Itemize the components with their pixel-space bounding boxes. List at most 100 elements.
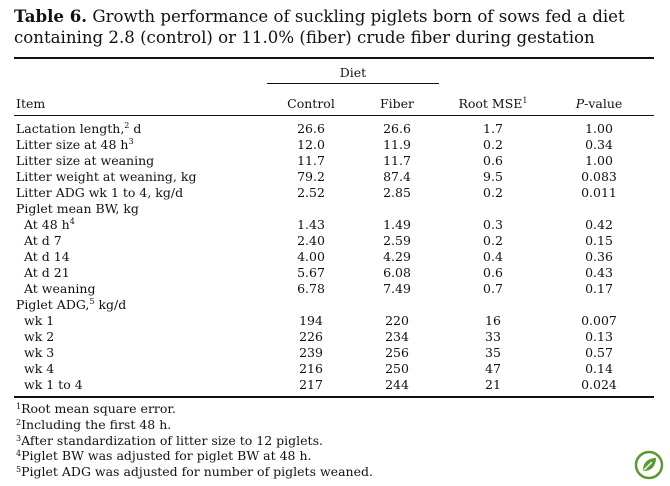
cell-pvalue: 0.17 bbox=[585, 281, 613, 296]
row-label-text: Piglet ADG, bbox=[16, 297, 90, 312]
footnote-marker: 1 bbox=[16, 402, 22, 411]
header-p-italic: P bbox=[575, 96, 585, 111]
row-label-text: Litter size at weaning bbox=[16, 153, 155, 168]
table-row: Lactation length,2 d 26.6 26.6 1.7 1.00 bbox=[0, 121, 670, 137]
cell-control: 5.67 bbox=[297, 265, 325, 280]
row-label: Litter size at 48 h3 bbox=[16, 137, 134, 153]
cell-rmse: 0.2 bbox=[483, 185, 503, 200]
cell-fiber: 87.4 bbox=[383, 169, 411, 184]
footnote-marker: 3 bbox=[16, 433, 22, 443]
cell-control: 11.7 bbox=[297, 153, 325, 168]
table-row: At 48 h4 1.43 1.49 0.3 0.42 bbox=[0, 217, 670, 233]
cell-pvalue: 0.43 bbox=[585, 265, 613, 280]
footnote: 1Root mean square error. bbox=[16, 401, 373, 417]
table-row: At d 7 2.40 2.59 0.2 0.15 bbox=[0, 233, 670, 249]
cell-control: 226 bbox=[299, 329, 323, 344]
bottom-rule bbox=[14, 396, 654, 398]
cell-fiber: 234 bbox=[385, 329, 409, 344]
table-row: wk 1 to 4 217 244 21 0.024 bbox=[0, 377, 670, 393]
table-row: wk 3 239 256 35 0.57 bbox=[0, 345, 670, 361]
header-p-rest: -value bbox=[584, 96, 623, 111]
header-rmse: Root MSE1 bbox=[448, 96, 538, 111]
table-footnotes: 1Root mean square error. 2Including the f… bbox=[16, 401, 373, 480]
row-label-text: Litter weight at weaning, kg bbox=[16, 169, 197, 184]
header-fiber: Fiber bbox=[379, 96, 415, 111]
table-row: Litter ADG wk 1 to 4, kg/d 2.52 2.85 0.2 0.0… bbox=[0, 185, 670, 201]
row-label-text: wk 3 bbox=[24, 345, 55, 360]
cell-pvalue: 0.011 bbox=[581, 185, 617, 200]
table-label: Table 6. bbox=[14, 6, 88, 26]
cell-pvalue: 0.42 bbox=[585, 217, 613, 232]
cell-control: 2.40 bbox=[297, 233, 325, 248]
table-row: At d 21 5.67 6.08 0.6 0.43 bbox=[0, 265, 670, 281]
cell-rmse: 0.3 bbox=[483, 217, 503, 232]
cell-control: 216 bbox=[299, 361, 323, 376]
cell-rmse: 0.6 bbox=[483, 265, 503, 280]
row-label-text: Lactation length, bbox=[16, 121, 125, 136]
row-label-text: wk 1 to 4 bbox=[24, 377, 83, 392]
row-label: At d 7 bbox=[24, 233, 62, 249]
row-label: Piglet mean BW, kg bbox=[16, 201, 139, 217]
cell-pvalue: 0.083 bbox=[581, 169, 617, 184]
table-row: At weaning 6.78 7.49 0.7 0.17 bbox=[0, 281, 670, 297]
table-caption: Table 6. Growth performance of suckling … bbox=[14, 6, 664, 48]
row-label: Piglet ADG,5 kg/d bbox=[16, 297, 126, 313]
cell-control: 6.78 bbox=[297, 281, 325, 296]
cell-rmse: 0.2 bbox=[483, 137, 503, 152]
table-row: Litter weight at weaning, kg 79.2 87.4 9.5 0… bbox=[0, 169, 670, 185]
row-label: At weaning bbox=[24, 281, 95, 297]
cell-fiber: 11.7 bbox=[383, 153, 411, 168]
cell-pvalue: 1.00 bbox=[585, 153, 613, 168]
cell-pvalue: 0.14 bbox=[585, 361, 613, 376]
cell-control: 79.2 bbox=[297, 169, 325, 184]
row-label-suffix: d bbox=[129, 121, 142, 136]
table-row: Litter size at weaning 11.7 11.7 0.6 1.00 bbox=[0, 153, 670, 169]
cell-rmse: 0.4 bbox=[483, 249, 503, 264]
diet-group-underline bbox=[267, 83, 439, 84]
cell-control: 26.6 bbox=[297, 121, 325, 136]
cell-control: 217 bbox=[299, 377, 323, 392]
header-rule bbox=[14, 115, 654, 116]
row-label: Litter size at weaning bbox=[16, 153, 154, 169]
row-label-suffix: kg/d bbox=[94, 297, 127, 312]
row-label: At d 21 bbox=[24, 265, 70, 281]
table-row: Litter size at 48 h3 12.0 11.9 0.2 0.34 bbox=[0, 137, 670, 153]
row-label: wk 1 to 4 bbox=[24, 377, 83, 393]
cell-rmse: 47 bbox=[485, 361, 501, 376]
row-label-text: At 48 h bbox=[24, 217, 70, 232]
row-label-sup: 3 bbox=[128, 136, 134, 146]
cell-fiber: 220 bbox=[385, 313, 409, 328]
cell-pvalue: 0.36 bbox=[585, 249, 613, 264]
footnote-text: Piglet ADG was adjusted for number of pi… bbox=[21, 464, 373, 480]
cell-pvalue: 0.024 bbox=[581, 377, 617, 392]
footnote-marker: 5 bbox=[16, 465, 22, 475]
row-label-sup: 4 bbox=[69, 216, 75, 226]
row-label: wk 1 bbox=[24, 313, 54, 329]
cell-fiber: 11.9 bbox=[383, 137, 411, 152]
cell-rmse: 0.2 bbox=[483, 233, 503, 248]
cell-fiber: 2.85 bbox=[383, 185, 411, 200]
table-row: At d 14 4.00 4.29 0.4 0.36 bbox=[0, 249, 670, 265]
row-label-text: At d 7 bbox=[24, 233, 62, 248]
table-row: Piglet ADG,5 kg/d bbox=[0, 297, 670, 313]
cell-fiber: 1.49 bbox=[383, 217, 411, 232]
cell-rmse: 21 bbox=[485, 377, 501, 392]
row-label: At 48 h4 bbox=[24, 217, 75, 233]
footnote: 5Piglet ADG was adjusted for number of p… bbox=[16, 464, 373, 480]
row-label-text: wk 4 bbox=[24, 361, 55, 376]
cell-rmse: 35 bbox=[485, 345, 501, 360]
cell-control: 2.52 bbox=[297, 185, 325, 200]
footnote-marker: 2 bbox=[16, 417, 22, 427]
cell-pvalue: 0.007 bbox=[581, 313, 617, 328]
row-label-sup: 5 bbox=[89, 296, 95, 306]
header-rmse-text: Root MSE bbox=[458, 96, 523, 111]
row-label-text: Litter size at 48 h bbox=[16, 137, 129, 152]
footnote-text: Root mean square error. bbox=[21, 401, 176, 416]
cell-control: 4.00 bbox=[297, 249, 325, 264]
header-item: Item bbox=[16, 96, 46, 111]
table-row: Piglet mean BW, kg bbox=[0, 201, 670, 217]
footnote: 3After standardization of litter size to… bbox=[16, 433, 373, 449]
footnote-marker: 4 bbox=[16, 449, 22, 459]
diet-group-header: Diet bbox=[339, 65, 367, 80]
row-label: Litter weight at weaning, kg bbox=[16, 169, 196, 185]
